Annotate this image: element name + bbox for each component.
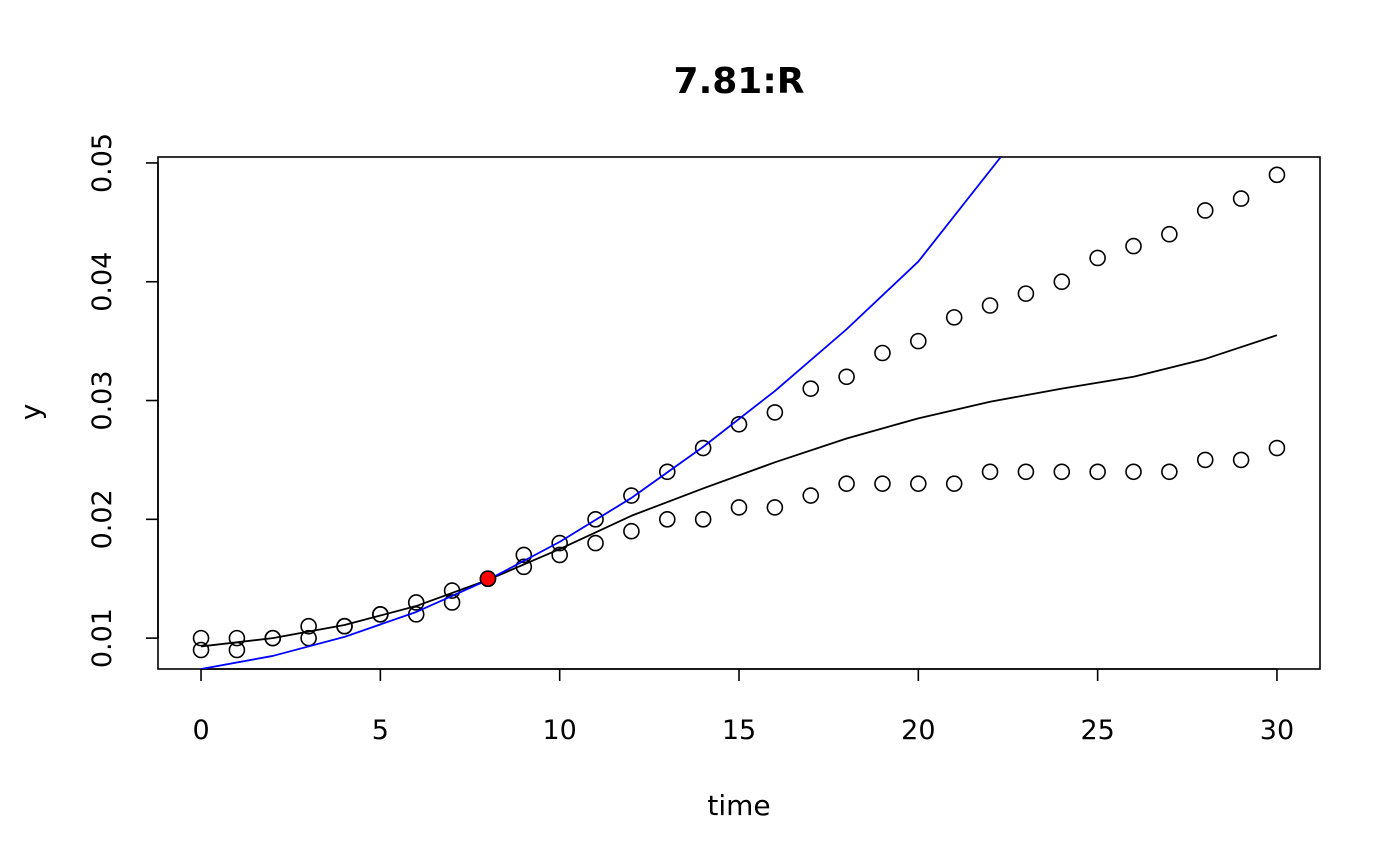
data-point (1125, 463, 1142, 481)
chart-title: 7.81:R (674, 61, 805, 102)
data-point (1161, 463, 1178, 481)
data-point (874, 344, 891, 362)
highlight-point (479, 570, 497, 587)
data-point (910, 332, 927, 350)
data-point (802, 380, 820, 397)
tangent-curve (200, 157, 1002, 669)
data-point (1089, 463, 1106, 481)
data-point (1053, 273, 1071, 291)
data-point (228, 641, 246, 659)
data-point (1268, 166, 1286, 184)
x-tick-label: 25 (1080, 715, 1114, 746)
data-point (1161, 225, 1178, 243)
y-axis: 0.01 0.02 0.03 0.04 0.05 (87, 133, 159, 668)
x-axis-label: time (707, 789, 770, 822)
data-point (981, 297, 999, 314)
data-point (587, 534, 604, 552)
data-point (1125, 237, 1142, 255)
data-point (1017, 285, 1035, 302)
data-point (192, 629, 210, 647)
y-tick-label: 0.05 (87, 133, 118, 193)
data-point (766, 404, 784, 421)
fit-curve (200, 334, 1278, 648)
data-point (838, 475, 855, 492)
data-point (1196, 202, 1214, 219)
x-axis: 0 5 10 15 20 25 30 (192, 668, 1294, 746)
x-tick-label: 5 (372, 715, 389, 746)
data-point (1232, 190, 1250, 207)
data-point (623, 522, 640, 540)
data-point (981, 463, 999, 481)
data-point (1017, 463, 1035, 481)
data-point (945, 309, 963, 326)
data-point (1268, 439, 1286, 457)
data-point (1053, 463, 1071, 481)
plot-frame (157, 156, 1321, 670)
data-point (551, 546, 568, 564)
data-point (730, 499, 748, 516)
y-axis-label: y (14, 404, 47, 421)
y-tick-label: 0.03 (87, 370, 118, 430)
data-point (623, 487, 640, 504)
y-tick-label: 0.01 (87, 608, 118, 668)
x-tick-label: 10 (542, 715, 576, 746)
data-point (658, 511, 676, 528)
data-point (694, 511, 712, 528)
data-point (551, 534, 568, 552)
data-point (300, 617, 317, 635)
data-point (1232, 451, 1250, 469)
data-point (515, 546, 533, 564)
x-tick-label: 20 (901, 715, 935, 746)
data-point (192, 641, 210, 659)
data-point (1089, 249, 1106, 267)
data-point (910, 475, 927, 492)
data-point (658, 463, 676, 481)
y-tick-label: 0.04 (87, 252, 118, 312)
data-point (443, 594, 461, 611)
x-tick-label: 0 (192, 715, 209, 746)
data-point (228, 629, 246, 647)
data-point (838, 368, 855, 386)
data-point (694, 439, 712, 457)
plot-area (192, 157, 1286, 669)
x-tick-label: 15 (722, 715, 756, 746)
data-point (587, 511, 604, 528)
data-point (1196, 451, 1214, 469)
y-tick-label: 0.02 (87, 489, 118, 549)
data-point (874, 475, 891, 492)
data-point (802, 487, 820, 504)
data-point (766, 499, 784, 516)
data-point (945, 475, 963, 492)
x-tick-label: 30 (1260, 715, 1294, 746)
